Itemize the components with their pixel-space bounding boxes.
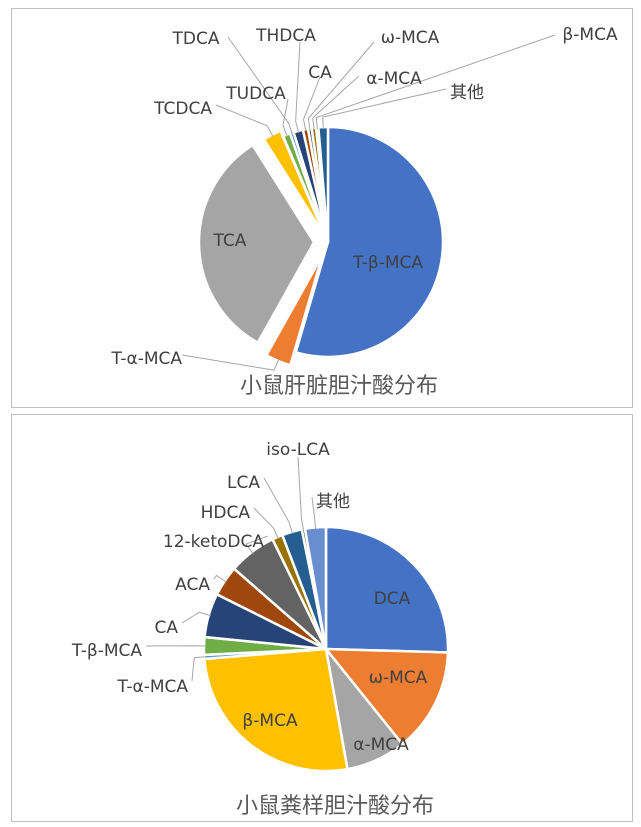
slice-label-tcdca: TCDCA <box>153 99 212 119</box>
slice-label-mca: ω-MCA <box>381 28 440 48</box>
leader-lines <box>181 34 556 371</box>
feces-pie-chart: DCA ω-MCA α-MCA β-MCA T-α-MCA T-β-MCA CA ACA 12-… <box>71 440 450 819</box>
slice-label-t-mca: T-β-MCA <box>352 253 423 273</box>
slice-label-mca: α-MCA <box>366 69 422 89</box>
slices <box>202 525 450 773</box>
leader-line-ca <box>181 611 211 624</box>
labels: DCA ω-MCA α-MCA β-MCA T-α-MCA T-β-MCA CA ACA 12-… <box>71 440 428 755</box>
slice-label-tudca: TUDCA <box>225 84 286 104</box>
slice-label-item-11: 其他 <box>450 83 484 103</box>
liver-chart-panel: T-β-MCA T-α-MCA TCA TCDCA TUDCA TDCA THDCA CA ω-… <box>11 8 633 408</box>
leader-line-t-mca <box>191 656 207 682</box>
leader-line-tudca <box>282 98 289 137</box>
slice-label-t-mca: T-β-MCA <box>71 641 142 661</box>
slice-label-hdca: HDCA <box>201 503 251 523</box>
pie-slice-dca <box>324 525 450 654</box>
leader-line-lca <box>263 477 293 534</box>
leader-line-t-mca <box>181 354 280 371</box>
slice-label-tdca: TDCA <box>172 29 220 49</box>
slice-label-12-ketodca: 12-ketoDCA <box>163 532 264 552</box>
leader-line-item-12 <box>311 496 317 530</box>
slice-label-item-12: 其他 <box>316 492 350 512</box>
pie-slice-mca <box>324 647 450 746</box>
leader-line-mca <box>312 75 360 130</box>
feces-chart-panel: DCA ω-MCA α-MCA β-MCA T-α-MCA T-β-MCA CA ACA 12-… <box>11 414 633 822</box>
slice-label-thdca: THDCA <box>255 26 316 46</box>
slice-label-tca: TCA <box>213 231 247 251</box>
slice-label-mca: α-MCA <box>353 735 409 755</box>
leader-line-mca <box>315 34 556 130</box>
slice-label-ca: CA <box>308 63 332 83</box>
liver-pie-chart: T-β-MCA T-α-MCA TCA TCDCA TUDCA TDCA THDCA CA ω-… <box>111 25 618 399</box>
slice-label-mca: ω-MCA <box>369 668 428 688</box>
leader-line-thdca <box>295 41 301 133</box>
chart-title: 小鼠肝脏胆汁酸分布 <box>240 374 438 399</box>
leader-line-mca <box>307 41 375 131</box>
slice-label-t-mca: T-α-MCA <box>117 677 189 697</box>
slice-label-t-mca: T-α-MCA <box>111 349 183 369</box>
leader-line-aca <box>213 574 227 583</box>
pie-slice-tca <box>197 143 316 344</box>
leader-line-ca <box>302 76 321 132</box>
labels: T-β-MCA T-α-MCA TCA TCDCA TUDCA TDCA THDCA CA ω-… <box>111 25 618 369</box>
slice-label-ca: CA <box>155 618 179 638</box>
slice-label-mca: β-MCA <box>242 711 298 731</box>
pie-slice-mca <box>203 647 349 773</box>
slice-label-mca: β-MCA <box>562 25 618 45</box>
leader-line-12-ketodca <box>244 535 269 554</box>
slice-label-iso-lca: iso-LCA <box>266 440 330 460</box>
leader-lines <box>145 456 317 682</box>
chart-title: 小鼠粪样胆汁酸分布 <box>236 794 434 819</box>
leader-line-item-11 <box>322 88 447 130</box>
leader-line-tdca <box>227 36 293 135</box>
slice-label-dca: DCA <box>374 589 411 609</box>
slice-label-aca: ACA <box>175 575 210 595</box>
pie-slice-t-mca <box>294 125 445 359</box>
leader-line-hdca <box>253 507 279 540</box>
slice-label-lca: LCA <box>227 473 260 493</box>
leader-line-tcdca <box>215 104 274 137</box>
leader-line-iso-lca <box>297 456 305 532</box>
